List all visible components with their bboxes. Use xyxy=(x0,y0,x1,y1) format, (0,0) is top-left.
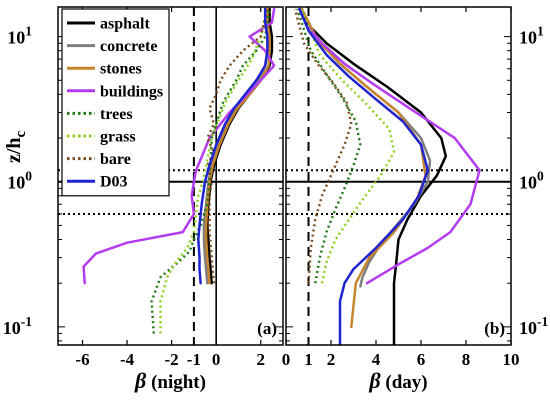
panel-a-night: -6 -4 -2 -1 0 2 10-1 100 101 (a) β (night) xyxy=(3,6,284,393)
x-tick-label: 0 xyxy=(212,350,221,369)
y-axis-label-main: z/hc xyxy=(3,130,29,163)
series-line-stones xyxy=(204,7,271,285)
x-tick-label: 4 xyxy=(372,350,381,369)
y-tick-label: 100 xyxy=(7,169,32,193)
series-line-trees xyxy=(296,8,362,284)
x-tick-label: -4 xyxy=(120,350,135,369)
series-line-buildings xyxy=(298,7,481,285)
plot-frame xyxy=(285,6,512,346)
y-tick-label-right: 100 xyxy=(519,169,544,193)
x-tick-label: 1 xyxy=(304,350,313,369)
y-tick-label-right: 10-1 xyxy=(519,314,548,338)
x-tick-label: -6 xyxy=(75,350,89,369)
series-line-bare xyxy=(293,8,353,284)
legend-label-trees: trees xyxy=(100,106,133,123)
legend-label-buildings: buildings xyxy=(100,83,163,100)
series-line-stones xyxy=(300,7,427,329)
panel-b-day: 0 1 2 4 6 8 10 10-1 100 101 (b) β (day) xyxy=(282,6,548,393)
y-tick-label-right: 101 xyxy=(519,24,544,48)
series-line-trees xyxy=(150,8,271,334)
x-tick-label: 8 xyxy=(462,350,471,369)
series-line-buildings xyxy=(82,7,276,285)
y-tick-label: 101 xyxy=(7,24,32,48)
series-line-concrete xyxy=(300,7,432,288)
series-line-grass xyxy=(300,8,396,284)
legend-label-asphalt: asphalt xyxy=(100,16,150,33)
legend-label-stones: stones xyxy=(100,61,142,78)
x-tick-label: 2 xyxy=(327,350,336,369)
y-tick-label: 10-1 xyxy=(3,314,32,338)
panel-label: (a) xyxy=(257,319,277,338)
series-line-asphalt xyxy=(298,7,448,345)
x-tick-label: 0 xyxy=(282,350,291,369)
x-tick-label: 6 xyxy=(417,350,426,369)
series-line-concrete xyxy=(202,7,269,285)
legend: asphalt concrete stones buildings trees grass… xyxy=(61,8,170,197)
panel-label: (b) xyxy=(484,319,505,338)
legend-label-D03: D03 xyxy=(100,174,128,191)
x-axis-label: β (night) xyxy=(134,368,206,393)
x-tick-label: 2 xyxy=(256,350,265,369)
series-line-bare xyxy=(206,8,269,284)
x-axis-label: β (day) xyxy=(368,368,427,393)
legend-label-grass: grass xyxy=(100,129,136,146)
series-line-D03 xyxy=(197,7,269,285)
legend-label-bare: bare xyxy=(100,151,131,168)
plot-frame xyxy=(57,6,284,346)
legend-box xyxy=(61,8,170,197)
series-line-grass xyxy=(159,8,269,334)
series-line-D03 xyxy=(298,7,430,345)
x-tick-label: 10 xyxy=(503,350,520,369)
y-axis-label: z/hc xyxy=(3,130,29,163)
x-tick-label: -2 xyxy=(165,350,179,369)
x-tick-label: -1 xyxy=(187,350,201,369)
legend-label-concrete: concrete xyxy=(100,38,157,55)
